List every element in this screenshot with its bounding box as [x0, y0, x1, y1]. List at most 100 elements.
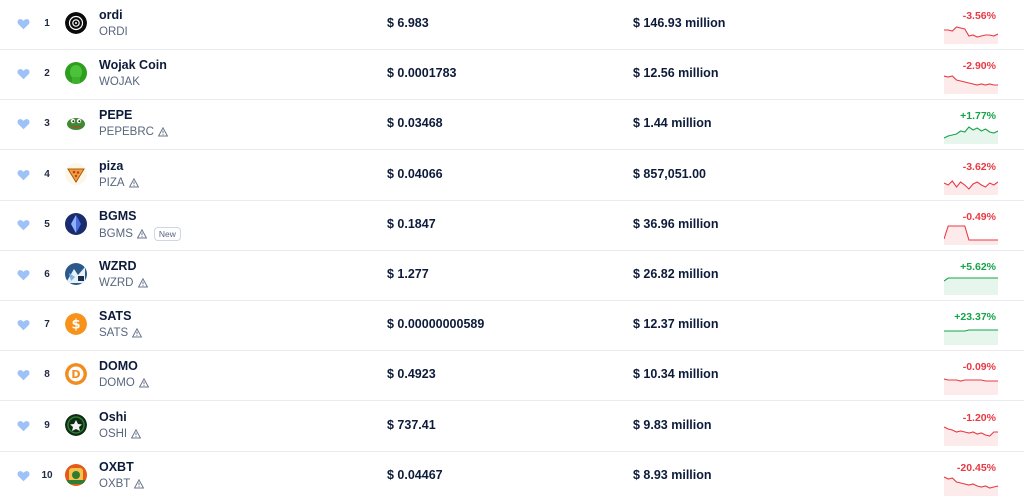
token-name[interactable]: piza: [99, 158, 124, 173]
token-ticker: OSHI: [99, 428, 142, 440]
piza-logo: [65, 162, 87, 185]
heart-icon[interactable]: [17, 318, 30, 331]
table-row[interactable]: 9 Oshi OSHI $ 737.41 $ 9.83 million -1.20%: [0, 402, 1024, 452]
token-ticker: SATS: [99, 327, 143, 340]
price-change: -0.09%: [962, 361, 996, 374]
token-ticker: BGMS New: [99, 226, 181, 241]
rank: 9: [44, 419, 50, 431]
bgms-logo: [65, 212, 87, 235]
table-row[interactable]: 5 BGMS BGMS New $ 0.1847 $ 36.96 million -0.49…: [0, 201, 1024, 251]
token-volume: $ 8.93 million: [633, 467, 712, 482]
price-change: -20.45%: [956, 461, 996, 474]
token-price: $ 737.41: [387, 417, 436, 432]
token-name[interactable]: ordi: [99, 8, 123, 22]
token-volume: $ 9.83 million: [633, 417, 712, 432]
heart-icon[interactable]: [17, 469, 30, 481]
price-change: -3.62%: [962, 160, 996, 173]
token-ticker: WOJAK: [99, 76, 140, 88]
warning-icon[interactable]: [136, 228, 148, 239]
heart-icon[interactable]: [17, 268, 30, 281]
price-change: -3.56%: [962, 10, 996, 22]
rank: 1: [44, 18, 50, 29]
heart-icon[interactable]: [17, 117, 30, 130]
svg-text:D: D: [71, 368, 80, 381]
warning-icon[interactable]: [128, 177, 139, 188]
ordi-logo: [65, 12, 87, 34]
ticker-label: PEPEBRC: [99, 126, 154, 139]
rank: 6: [44, 269, 50, 280]
warning-icon[interactable]: [157, 127, 169, 137]
warning-icon[interactable]: [131, 327, 143, 338]
heart-icon[interactable]: [17, 419, 30, 431]
token-name[interactable]: WZRD: [99, 259, 137, 273]
table-row[interactable]: 1 ordi ORDI $ 6.983 $ 146.93 million -3.56%: [0, 0, 1024, 50]
token-name[interactable]: SATS: [99, 309, 132, 324]
sparkline-chart: [944, 323, 998, 346]
sparkline-chart: [943, 72, 998, 95]
token-price: $ 1.277: [387, 267, 429, 281]
rank: 5: [44, 218, 50, 230]
warning-icon[interactable]: [134, 478, 145, 489]
token-volume: $ 12.37 million: [633, 317, 719, 332]
token-volume: $ 146.93 million: [633, 16, 726, 30]
token-price: $ 0.0001783: [387, 66, 457, 81]
sparkline-chart: [943, 173, 999, 195]
heart-icon[interactable]: [17, 368, 30, 381]
token-name[interactable]: BGMS: [99, 208, 137, 223]
svg-text:$: $: [71, 318, 80, 333]
ticker-label: WZRD: [99, 277, 134, 289]
sparkline-chart: [943, 474, 999, 496]
token-ticker: PEPEBRC: [99, 126, 169, 139]
rank: 7: [44, 319, 50, 331]
heart-icon[interactable]: [17, 17, 30, 30]
token-ticker: WZRD: [99, 277, 148, 289]
ticker-label: BGMS: [99, 227, 133, 240]
table-row[interactable]: 8 D DOMO DOMO $ 0.4923 $ 10.34 million -0.09%: [0, 351, 1024, 402]
token-price: $ 0.1847: [387, 216, 436, 231]
ticker-label: PIZA: [99, 176, 125, 189]
sparkline-chart: [943, 424, 998, 446]
token-volume: $ 36.96 million: [633, 216, 719, 231]
table-row[interactable]: 10 OXBT OXBT $ 0.04467 $ 8.93 million -20.45%: [0, 452, 1024, 500]
price-change: -0.49%: [962, 210, 996, 223]
sparkline-chart: [943, 223, 998, 245]
sparkline-chart: [944, 22, 999, 44]
warning-icon[interactable]: [138, 378, 150, 388]
new-badge: New: [153, 226, 181, 241]
heart-icon[interactable]: [17, 218, 30, 230]
price-change: -1.20%: [962, 411, 996, 424]
warning-icon[interactable]: [137, 277, 148, 288]
ticker-label: SATS: [99, 327, 129, 340]
token-price: $ 0.03468: [387, 116, 443, 131]
price-change: -2.90%: [962, 60, 996, 73]
token-name[interactable]: Wojak Coin: [99, 58, 167, 73]
heart-icon[interactable]: [17, 67, 30, 80]
token-price: $ 0.00000000589: [387, 317, 485, 332]
price-change: +5.62%: [960, 261, 996, 273]
ticker-label: DOMO: [99, 377, 135, 390]
token-name[interactable]: Oshi: [99, 409, 127, 424]
token-ticker: ORDI: [99, 26, 128, 38]
table-row[interactable]: 2 Wojak Coin WOJAK $ 0.0001783 $ 12.56 milli…: [0, 50, 1024, 101]
sparkline-chart: [943, 273, 998, 295]
oxbt-logo: [65, 463, 87, 486]
warning-icon[interactable]: [130, 428, 142, 439]
sparkline-chart: [943, 373, 998, 396]
rank: 3: [44, 118, 50, 130]
table-row[interactable]: 4 piza PIZA $ 0.04066 $ 857,051.00 -3.62%: [0, 151, 1024, 201]
sats-logo: $: [65, 313, 87, 336]
token-name[interactable]: DOMO: [99, 359, 138, 374]
token-volume: $ 857,051.00: [633, 166, 706, 181]
heart-icon[interactable]: [17, 168, 30, 180]
pepe-logo: [65, 112, 87, 135]
table-row[interactable]: 6 WZRD WZRD $ 1.277 $ 26.82 million +5.62%: [0, 251, 1024, 301]
domo-logo: D: [65, 363, 87, 386]
sparkline-chart: [943, 122, 999, 145]
wojak-logo: [65, 62, 87, 85]
table-row[interactable]: 7 $ SATS SATS $ 0.00000000589 $ 12.37 million…: [0, 301, 1024, 352]
token-name[interactable]: PEPE: [99, 108, 133, 123]
token-price: $ 0.4923: [387, 367, 436, 382]
ticker-label: WOJAK: [99, 76, 140, 89]
table-row[interactable]: 3 PEPE PEPEBRC $ 0.03468 $ 1.44 million +1.77…: [0, 100, 1024, 151]
token-name[interactable]: OXBT: [99, 459, 134, 474]
